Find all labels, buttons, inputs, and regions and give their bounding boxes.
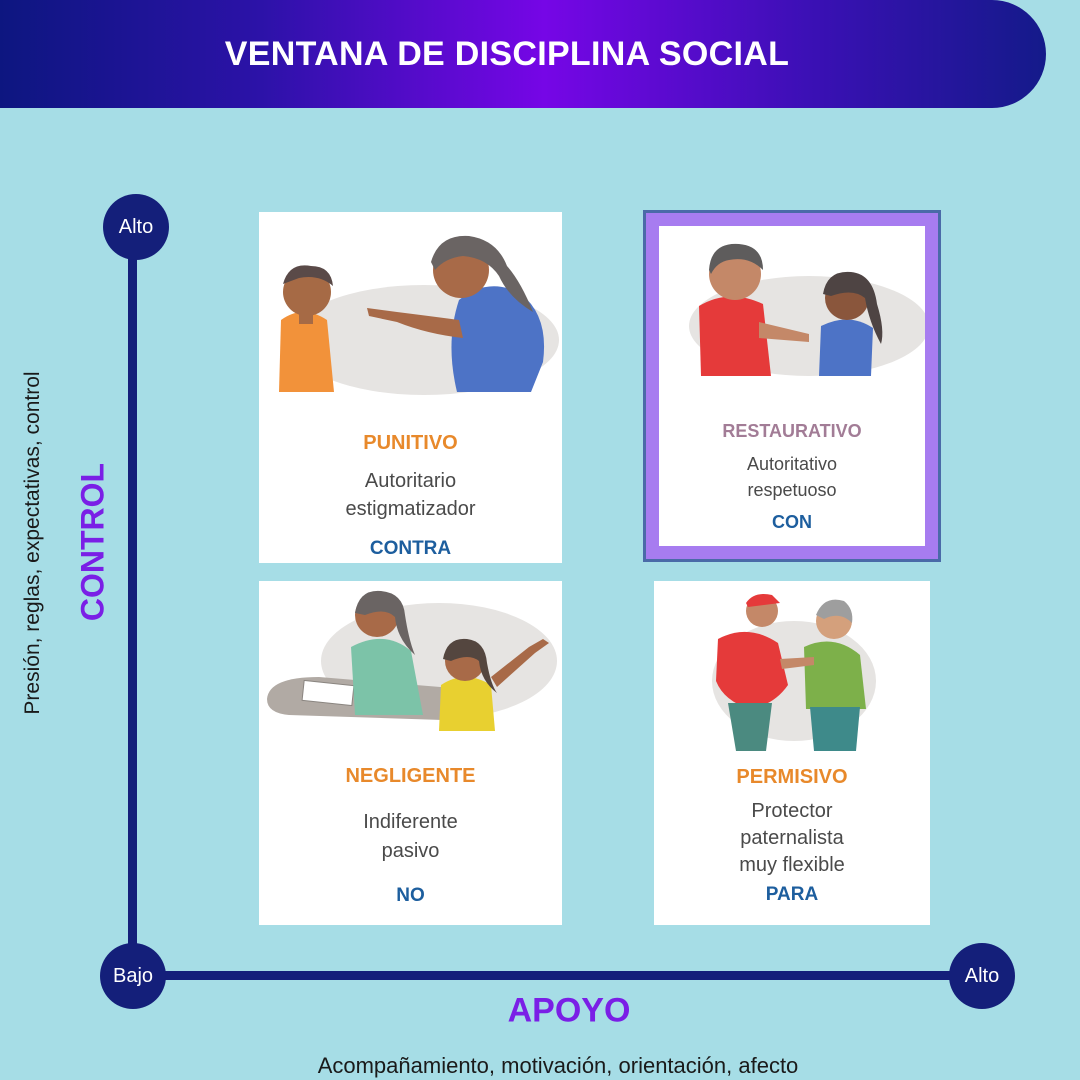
permisivo-desc-3: muy flexible [739, 854, 845, 876]
control-axis-description: Presión, reglas, expectativas, control [21, 371, 44, 715]
permissive-illustration [712, 594, 876, 751]
negligente-prep: NO [396, 885, 425, 906]
apoyo-axis-line [133, 971, 983, 980]
restaurativo-desc-2: respetuoso [747, 480, 837, 500]
supporting-illustration [689, 243, 925, 376]
control-axis-label: CONTROL [74, 462, 111, 622]
punitivo-desc-1: Autoritario [364, 470, 457, 492]
page-title: VENTANA DE DISCIPLINA SOCIAL [224, 34, 790, 73]
restaurativo-title: RESTAURATIVO [722, 421, 862, 441]
quadrant-card-negligente: NEGLIGENTE Indiferente pasivo NO [259, 581, 562, 925]
quadrant-card-permisivo: PERMISIVO Protector paternalista muy fle… [654, 581, 930, 925]
control-high-label: Alto [118, 215, 154, 238]
permisivo-title: PERMISIVO [736, 766, 848, 788]
control-axis-line [128, 226, 137, 978]
permisivo-desc-1: Protector [751, 800, 833, 822]
apoyo-high-node: Alto [949, 943, 1015, 1009]
apoyo-axis-label: APOYO [507, 991, 631, 1030]
punitivo-title: PUNITIVO [363, 432, 458, 454]
negligente-desc-1: Indiferente [363, 811, 458, 833]
negligente-title: NEGLIGENTE [345, 765, 476, 787]
quadrant-card-restaurativo: RESTAURATIVO Autoritativo respetuoso CON [643, 210, 941, 562]
restaurativo-desc-1: Autoritativo [746, 454, 838, 474]
punitivo-desc-2: estigmatizador [345, 498, 476, 520]
scolding-illustration [279, 235, 559, 395]
apoyo-axis-description: Acompañamiento, motivación, orientación,… [317, 1053, 799, 1078]
negligente-desc-2: pasivo [381, 840, 440, 862]
control-high-node: Alto [103, 194, 169, 260]
permisivo-prep: PARA [765, 884, 819, 905]
origin-low-node: Bajo [100, 943, 166, 1009]
origin-low-label: Bajo [112, 964, 154, 987]
punitivo-prep: CONTRA [369, 538, 452, 559]
apoyo-high-label: Alto [964, 964, 1000, 987]
ignoring-illustration [267, 590, 557, 731]
quadrant-card-punitivo: PUNITIVO Autoritario estigmatizador CONT… [259, 212, 562, 563]
title-banner: VENTANA DE DISCIPLINA SOCIAL [0, 0, 1046, 108]
restaurativo-prep: CON [772, 512, 812, 532]
permisivo-desc-2: paternalista [740, 827, 844, 849]
